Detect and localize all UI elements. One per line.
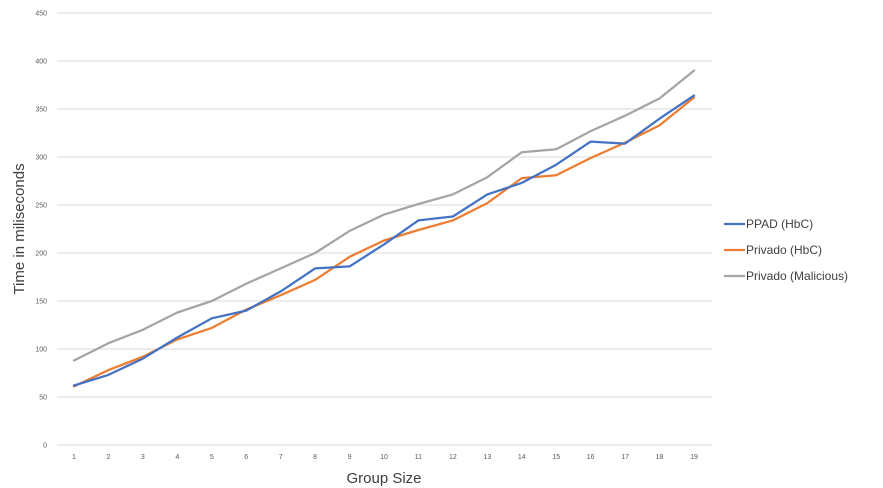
legend-label-ppad-hbc: PPAD (HbC) [746, 217, 813, 231]
y-tick-label: 150 [35, 299, 47, 306]
series-line-privado-malicious [72, 69, 696, 362]
x-tick-label: 2 [106, 454, 110, 461]
series-line-ppad-hbc [72, 94, 696, 387]
y-tick-label: 450 [35, 11, 47, 18]
y-axis-title: Time in miliseconds [11, 163, 28, 294]
y-tick-label: 50 [39, 395, 47, 402]
legend-label-privado-malicious: Privado (Malicious) [746, 269, 848, 283]
x-tick-label: 15 [552, 454, 560, 461]
x-tick-label: 6 [244, 454, 248, 461]
x-tick-label: 1 [72, 454, 76, 461]
x-tick-label: 3 [141, 454, 145, 461]
y-tick-label: 100 [35, 347, 47, 354]
legend: PPAD (HbC) Privado (HbC) Privado (Maliciou… [724, 217, 848, 283]
x-tick-label: 19 [690, 454, 698, 461]
x-tick-label: 12 [449, 454, 457, 461]
y-tick-label: 250 [35, 203, 47, 210]
x-tick-label: 8 [313, 454, 317, 461]
series-lines [72, 69, 696, 388]
x-tick-label: 9 [348, 454, 352, 461]
x-tick-label: 10 [380, 454, 388, 461]
x-tick-label: 5 [210, 454, 214, 461]
x-tick-label: 17 [621, 454, 629, 461]
y-tick-label: 350 [35, 107, 47, 114]
y-axis-ticks: 0 50 100 150 200 250 300 350 400 450 [35, 11, 47, 450]
y-tick-label: 0 [43, 443, 47, 450]
series-line-privado-hbc [72, 96, 696, 388]
y-tick-label: 200 [35, 251, 47, 258]
x-axis-title: Group Size [346, 470, 421, 487]
x-tick-label: 16 [587, 454, 595, 461]
y-tick-label: 400 [35, 59, 47, 66]
x-axis-ticks: 1 2 3 4 5 6 7 8 9 10 11 12 13 14 15 16 17 18 19 [72, 454, 698, 461]
x-tick-label: 14 [518, 454, 526, 461]
x-tick-label: 4 [175, 454, 179, 461]
gridlines [57, 12, 712, 446]
legend-label-privado-hbc: Privado (HbC) [746, 243, 822, 257]
x-tick-label: 7 [279, 454, 283, 461]
y-tick-label: 300 [35, 155, 47, 162]
x-tick-label: 11 [415, 454, 422, 461]
x-tick-label: 13 [483, 454, 491, 461]
x-tick-label: 18 [656, 454, 664, 461]
